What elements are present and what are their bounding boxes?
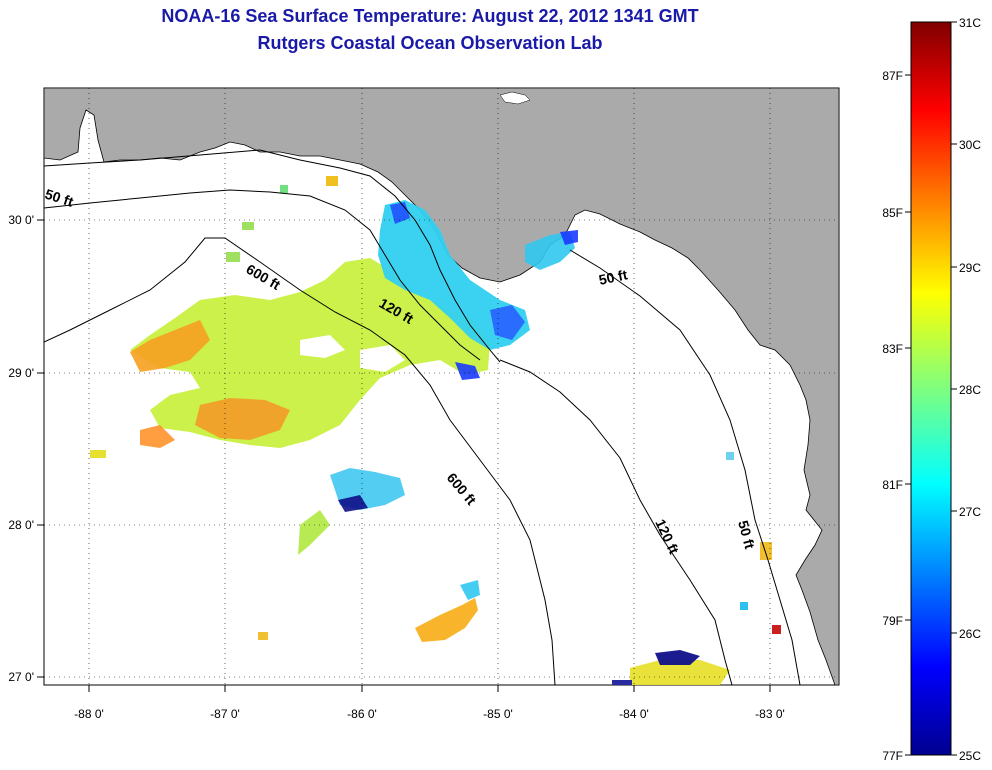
y-tick-label: 30 0' [8, 213, 34, 227]
map-area [37, 87, 840, 692]
colorbar-c-label: 25C [959, 749, 981, 763]
colorbar-c-label: 28C [959, 383, 981, 397]
y-tick-label: 29 0' [8, 366, 34, 380]
colorbar-c-label: 31C [959, 16, 981, 30]
contour-label-50ft-south: 50 ft [735, 519, 758, 551]
x-tick-label: -88 0' [74, 707, 104, 721]
map-title: NOAA-16 Sea Surface Temperature: August … [161, 6, 699, 26]
contour-label-50ft-east: 50 ft [597, 266, 629, 288]
colorbar-c-label: 29C [959, 261, 981, 275]
colorbar-f-label: 85F [882, 206, 903, 220]
map-subtitle: Rutgers Coastal Ocean Observation Lab [257, 33, 603, 53]
x-tick-label: -86 0' [347, 707, 377, 721]
colorbar-c-label: 30C [959, 138, 981, 152]
depth-contours [44, 149, 801, 685]
x-tick-label: -85 0' [483, 707, 513, 721]
sst-patches [90, 176, 781, 685]
x-tick-label: -87 0' [210, 707, 240, 721]
colorbar-c-label: 27C [959, 505, 981, 519]
colorbar: 87F 85F 83F 81F 79F 77F 31C 30C 29C 28C … [882, 16, 981, 763]
x-tick-label: -83 0' [755, 707, 785, 721]
colorbar-f-label: 87F [882, 69, 903, 83]
colorbar-c-label: 26C [959, 627, 981, 641]
colorbar-f-label: 77F [882, 749, 903, 763]
colorbar-f-label: 79F [882, 614, 903, 628]
x-tick-label: -84 0' [619, 707, 649, 721]
y-tick-label: 27 0' [8, 670, 34, 684]
y-tick-label: 28 0' [8, 518, 34, 532]
colorbar-f-label: 83F [882, 342, 903, 356]
colorbar-f-label: 81F [882, 478, 903, 492]
